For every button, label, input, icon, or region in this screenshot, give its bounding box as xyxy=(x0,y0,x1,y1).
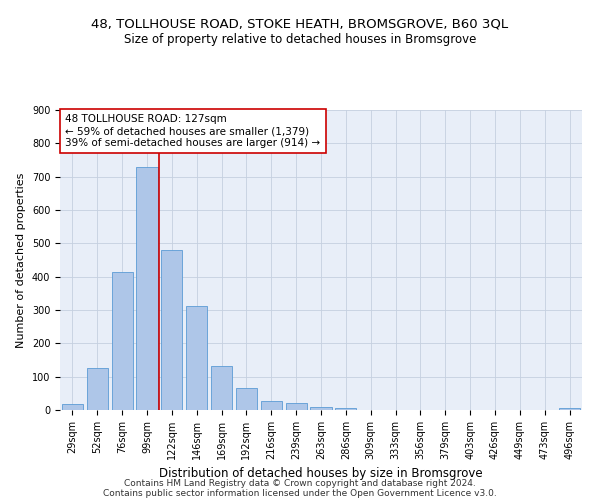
Text: 48, TOLLHOUSE ROAD, STOKE HEATH, BROMSGROVE, B60 3QL: 48, TOLLHOUSE ROAD, STOKE HEATH, BROMSGR… xyxy=(91,18,509,30)
Bar xyxy=(161,250,182,410)
Bar xyxy=(186,306,207,410)
Bar xyxy=(87,368,108,410)
Bar xyxy=(62,404,83,410)
Y-axis label: Number of detached properties: Number of detached properties xyxy=(16,172,26,348)
Text: Contains public sector information licensed under the Open Government Licence v3: Contains public sector information licen… xyxy=(103,488,497,498)
Bar xyxy=(286,404,307,410)
Text: 48 TOLLHOUSE ROAD: 127sqm
← 59% of detached houses are smaller (1,379)
39% of se: 48 TOLLHOUSE ROAD: 127sqm ← 59% of detac… xyxy=(65,114,320,148)
Bar xyxy=(211,366,232,410)
Bar xyxy=(310,408,332,410)
Bar xyxy=(136,166,158,410)
Text: Contains HM Land Registry data © Crown copyright and database right 2024.: Contains HM Land Registry data © Crown c… xyxy=(124,478,476,488)
Bar xyxy=(112,272,133,410)
X-axis label: Distribution of detached houses by size in Bromsgrove: Distribution of detached houses by size … xyxy=(159,468,483,480)
Text: Size of property relative to detached houses in Bromsgrove: Size of property relative to detached ho… xyxy=(124,32,476,46)
Bar xyxy=(559,408,580,410)
Bar xyxy=(335,408,356,410)
Bar xyxy=(261,400,282,410)
Bar xyxy=(236,388,257,410)
